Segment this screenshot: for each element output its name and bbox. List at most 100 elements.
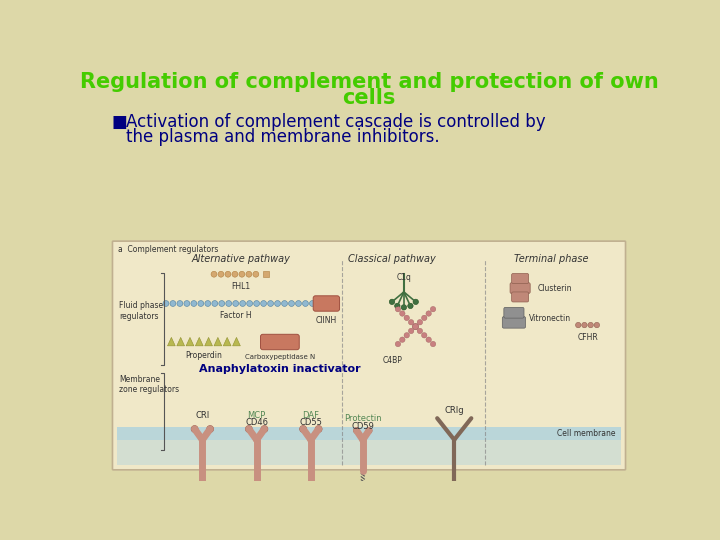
Circle shape <box>163 301 169 306</box>
Text: Classical pathway: Classical pathway <box>348 254 436 264</box>
Text: a  Complement regulators: a Complement regulators <box>118 245 218 254</box>
Text: Cell membrane: Cell membrane <box>557 429 616 438</box>
Circle shape <box>207 426 214 433</box>
Polygon shape <box>195 338 203 346</box>
Circle shape <box>413 323 418 330</box>
Circle shape <box>594 322 600 328</box>
Circle shape <box>582 322 588 328</box>
Text: Clusterin: Clusterin <box>537 284 572 293</box>
FancyBboxPatch shape <box>313 296 340 311</box>
Circle shape <box>198 301 204 306</box>
Text: CRI: CRI <box>195 411 210 420</box>
Circle shape <box>354 428 360 434</box>
Circle shape <box>401 305 407 310</box>
Circle shape <box>240 301 246 306</box>
Circle shape <box>408 303 413 308</box>
FancyBboxPatch shape <box>504 307 524 318</box>
Circle shape <box>431 341 436 347</box>
Circle shape <box>408 328 414 334</box>
Text: C1q: C1q <box>397 273 411 282</box>
Circle shape <box>421 333 427 338</box>
Circle shape <box>261 301 266 306</box>
Circle shape <box>417 320 423 325</box>
Circle shape <box>233 301 238 306</box>
Text: DAF: DAF <box>302 411 320 420</box>
Text: Carboxypeptidase N: Carboxypeptidase N <box>245 354 315 360</box>
Text: CFHR: CFHR <box>577 333 598 342</box>
Text: CIINH: CIINH <box>316 316 337 325</box>
Circle shape <box>239 271 245 277</box>
Circle shape <box>289 301 294 306</box>
Circle shape <box>395 307 400 312</box>
Circle shape <box>366 428 372 434</box>
Circle shape <box>191 301 197 306</box>
Text: MCP: MCP <box>248 411 266 420</box>
Circle shape <box>246 271 252 277</box>
Circle shape <box>268 301 274 306</box>
Circle shape <box>426 337 431 342</box>
Text: Terminal phase: Terminal phase <box>514 254 588 264</box>
Text: Protectin: Protectin <box>344 414 382 423</box>
Polygon shape <box>223 338 231 346</box>
Circle shape <box>408 320 414 325</box>
Circle shape <box>274 301 281 306</box>
Circle shape <box>404 333 410 338</box>
Text: Vitronectin: Vitronectin <box>529 314 572 322</box>
Polygon shape <box>204 338 212 346</box>
Circle shape <box>232 271 238 277</box>
Text: Anaphylatoxin inactivator: Anaphylatoxin inactivator <box>199 363 361 374</box>
Circle shape <box>253 271 258 277</box>
FancyBboxPatch shape <box>510 283 530 294</box>
Circle shape <box>191 426 198 433</box>
Circle shape <box>315 426 322 433</box>
Circle shape <box>253 301 260 306</box>
Text: the plasma and membrane inhibitors.: the plasma and membrane inhibitors. <box>126 128 439 146</box>
Text: Membrane
zone regulators: Membrane zone regulators <box>120 375 179 394</box>
Circle shape <box>400 337 405 342</box>
Text: Fluid phase
regulators: Fluid phase regulators <box>120 301 163 321</box>
Circle shape <box>400 311 405 316</box>
Text: cells: cells <box>342 88 396 108</box>
Polygon shape <box>233 338 240 346</box>
Circle shape <box>226 301 232 306</box>
Text: Activation of complement cascade is controlled by: Activation of complement cascade is cont… <box>126 112 545 131</box>
Circle shape <box>219 301 225 306</box>
Circle shape <box>310 301 315 306</box>
Bar <box>117 428 621 440</box>
Circle shape <box>395 341 400 347</box>
Bar <box>117 440 621 465</box>
Circle shape <box>413 299 418 305</box>
Circle shape <box>588 322 593 328</box>
FancyBboxPatch shape <box>512 292 528 302</box>
Text: Alternative pathway: Alternative pathway <box>192 254 291 264</box>
Text: Regulation of complement and protection of own: Regulation of complement and protection … <box>80 72 658 92</box>
Circle shape <box>212 301 217 306</box>
Circle shape <box>404 315 410 321</box>
Circle shape <box>390 299 395 305</box>
Circle shape <box>395 303 400 308</box>
Circle shape <box>225 271 231 277</box>
FancyBboxPatch shape <box>503 316 526 328</box>
Text: Properdin: Properdin <box>186 351 222 360</box>
Text: CD55: CD55 <box>300 418 323 428</box>
FancyBboxPatch shape <box>512 273 528 284</box>
Circle shape <box>170 301 176 306</box>
Circle shape <box>184 301 190 306</box>
Polygon shape <box>168 338 175 346</box>
Circle shape <box>218 271 224 277</box>
Circle shape <box>431 307 436 312</box>
Circle shape <box>177 301 183 306</box>
Polygon shape <box>186 338 194 346</box>
Text: CD46: CD46 <box>245 418 268 428</box>
Bar <box>263 271 269 278</box>
Circle shape <box>261 426 268 433</box>
Circle shape <box>575 322 581 328</box>
Circle shape <box>426 311 431 316</box>
Circle shape <box>282 301 287 306</box>
Text: FHL1: FHL1 <box>232 282 251 291</box>
Circle shape <box>295 301 302 306</box>
Text: CD59: CD59 <box>351 422 374 430</box>
Circle shape <box>211 271 217 277</box>
Circle shape <box>246 426 253 433</box>
Circle shape <box>417 328 423 334</box>
